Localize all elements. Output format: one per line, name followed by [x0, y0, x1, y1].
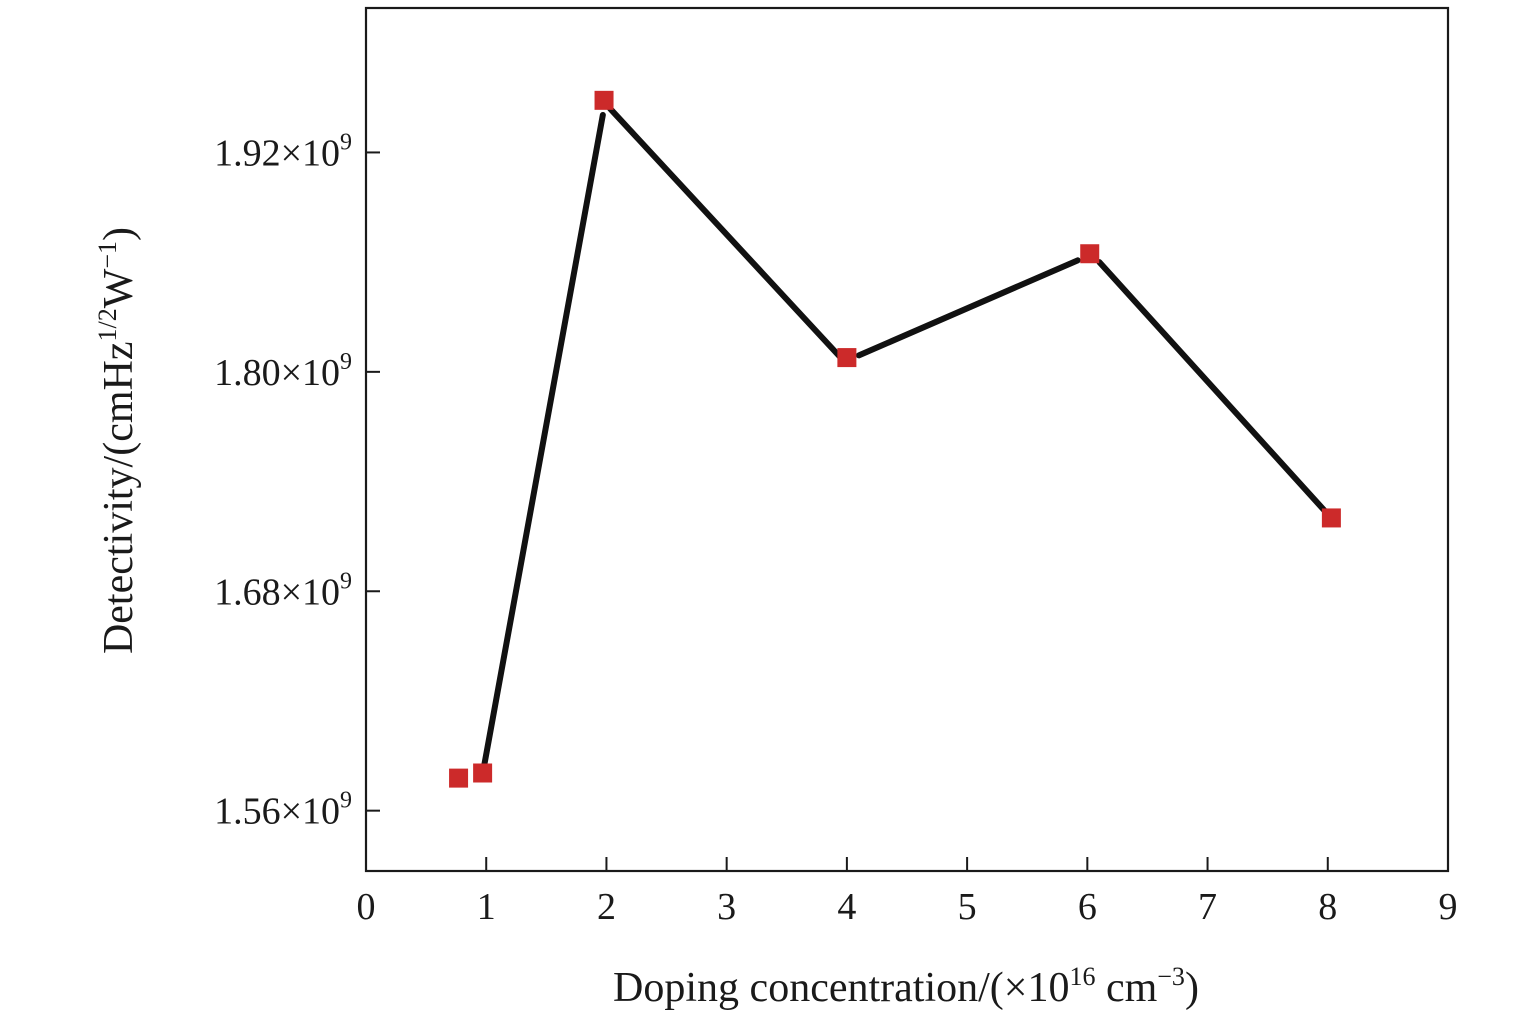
x-axis-title-sup: 16	[1069, 962, 1095, 991]
series-lines	[480, 105, 1329, 771]
y-tick-label-base: 1.56×10	[214, 791, 340, 833]
x-axis-title-end: )	[1185, 965, 1199, 1011]
x-tick-label: 2	[597, 886, 616, 928]
x-tick-label: 5	[958, 886, 977, 928]
y-tick-label: 1.68×109	[214, 568, 352, 613]
y-axis-title-end: )	[96, 227, 142, 241]
series-line-segment	[855, 257, 1081, 359]
x-tick-label: 0	[357, 886, 376, 928]
y-tick-label-exponent: 9	[340, 568, 352, 594]
series-line-segment	[480, 111, 606, 771]
y-tick-label-base: 1.80×10	[214, 352, 340, 394]
series-markers	[449, 90, 1341, 788]
y-axis-title-main: Detectivity/(cmHz	[96, 342, 142, 655]
data-point-marker	[837, 348, 857, 368]
plot-area-frame	[364, 6, 1450, 873]
x-axis-title-mid: cm	[1095, 965, 1157, 1011]
data-point-marker	[1321, 508, 1341, 528]
data-point-marker	[473, 763, 493, 783]
x-tick-label: 1	[477, 886, 496, 928]
x-axis-title: Doping concentration/(×1016 cm−3)	[613, 962, 1199, 1011]
data-point-marker	[449, 768, 469, 788]
x-tick-label: 6	[1078, 886, 1097, 928]
x-tick-label: 9	[1439, 886, 1458, 928]
y-tick-label-exponent: 9	[340, 129, 352, 155]
y-axis-title-mid: W	[96, 268, 142, 308]
x-tick-label: 3	[717, 886, 736, 928]
y-tick-label: 1.80×109	[214, 349, 352, 394]
x-axis-title-main: Doping concentration/(×10	[613, 965, 1069, 1011]
series-line-segment	[1096, 259, 1329, 515]
y-axis-title-sup: 1/2	[93, 308, 122, 341]
x-tick-label: 4	[837, 886, 856, 928]
x-axis-title-sup2: −3	[1157, 962, 1185, 991]
y-tick-label: 1.56×109	[214, 788, 352, 833]
y-axis-title-sup2: −1	[93, 241, 122, 269]
y-tick-label-base: 1.68×10	[214, 571, 340, 613]
y-axis-title: Detectivity/(cmHz1/2W−1)	[93, 227, 142, 654]
y-tick-label: 1.92×109	[214, 129, 352, 174]
y-tick-label-base: 1.92×10	[214, 132, 340, 174]
x-axis-ticks: 0 1 2 3 4 5 6 7 8 9	[357, 857, 1458, 928]
data-point-marker	[594, 90, 614, 110]
series-line-segment	[607, 105, 843, 360]
y-tick-label-exponent: 9	[340, 349, 352, 375]
y-tick-label-exponent: 9	[340, 788, 352, 814]
x-tick-label: 8	[1318, 886, 1337, 928]
data-point-marker	[1080, 244, 1100, 264]
x-tick-label: 7	[1198, 886, 1217, 928]
